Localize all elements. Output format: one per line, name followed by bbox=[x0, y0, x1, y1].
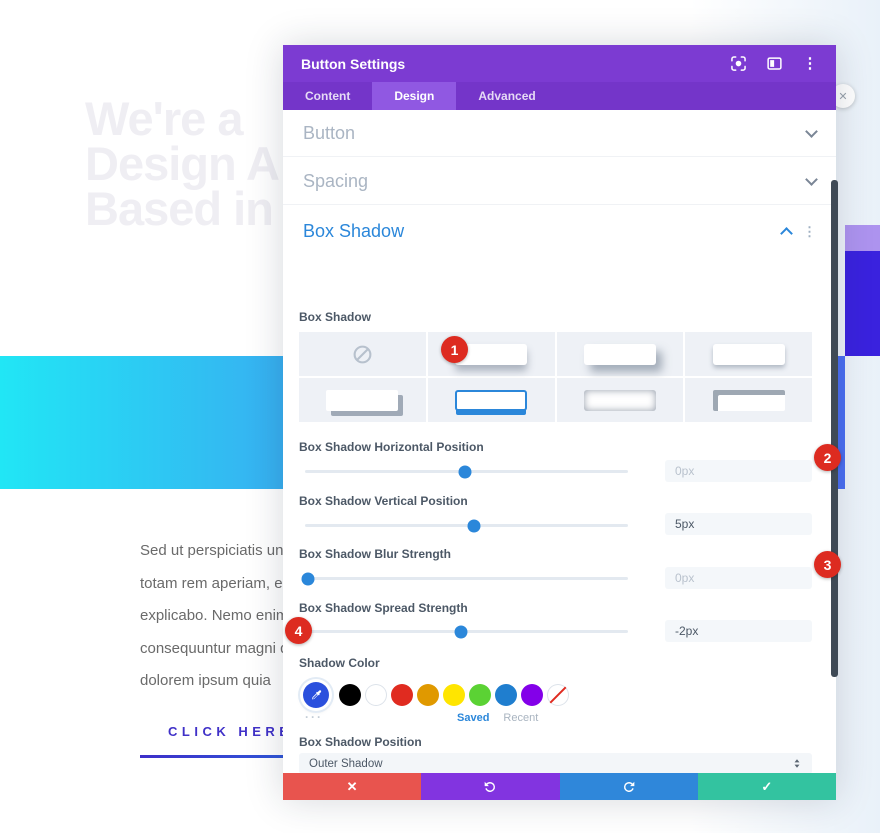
swatch-blue[interactable] bbox=[495, 684, 517, 706]
page-paragraph: Sed ut perspiciatis unde totam rem aperi… bbox=[140, 535, 312, 698]
swatch-green[interactable] bbox=[469, 684, 491, 706]
modal-footer: ✕ ✓ bbox=[283, 773, 836, 800]
hero-heading: We're a Design A Based in bbox=[85, 92, 280, 235]
modal-title: Button Settings bbox=[301, 55, 406, 72]
focus-icon[interactable] bbox=[730, 56, 746, 72]
section-spacing-title: Spacing bbox=[303, 170, 369, 191]
swatch-black[interactable] bbox=[339, 684, 361, 706]
box-shadow-position-select[interactable]: Outer Shadow bbox=[299, 753, 812, 773]
select-value: Outer Shadow bbox=[309, 757, 383, 770]
horizontal-position-slider[interactable] bbox=[305, 465, 628, 478]
swatch-yellow[interactable] bbox=[443, 684, 465, 706]
slider-thumb[interactable] bbox=[467, 519, 481, 532]
swatch-transparent[interactable] bbox=[547, 684, 569, 706]
redo-icon bbox=[623, 781, 634, 792]
split-view-icon[interactable] bbox=[766, 56, 782, 72]
color-picker-button[interactable] bbox=[303, 682, 329, 708]
section-button-title: Button bbox=[303, 122, 356, 143]
paragraph-line: explicabo. Nemo enim ips bbox=[140, 607, 312, 624]
swatch-orange[interactable] bbox=[417, 684, 439, 706]
page-lilac-block bbox=[845, 225, 880, 251]
save-button[interactable]: ✓ bbox=[697, 773, 836, 800]
undo-icon bbox=[485, 781, 496, 792]
modal-header: Button Settings ⋮ bbox=[283, 45, 836, 82]
stepper-arrows-icon bbox=[794, 759, 800, 768]
box-shadow-field-label: Box Shadow bbox=[299, 310, 372, 324]
annotation-badge-3: 3 bbox=[814, 551, 841, 578]
shadow-color-label: Shadow Color bbox=[299, 656, 380, 670]
close-icon: ✕ bbox=[838, 90, 848, 103]
horizontal-position-value[interactable]: 0px bbox=[665, 460, 812, 482]
click-here-underline bbox=[140, 755, 283, 758]
more-colors-button[interactable]: ··· bbox=[305, 710, 323, 724]
slider-thumb[interactable] bbox=[458, 465, 472, 478]
discard-button[interactable]: ✕ bbox=[283, 773, 422, 800]
page-indigo-block bbox=[845, 251, 880, 356]
annotation-badge-1: 1 bbox=[441, 336, 468, 363]
hero-heading-line: We're a bbox=[85, 92, 243, 145]
paragraph-line: Sed ut perspiciatis unde bbox=[140, 542, 301, 559]
check-icon: ✓ bbox=[761, 778, 773, 794]
box-shadow-position-label: Box Shadow Position bbox=[299, 735, 422, 749]
paragraph-line: dolorem ipsum quia bbox=[140, 672, 271, 689]
modal-tabs: Content Design Advanced bbox=[283, 82, 836, 110]
eyedropper-icon bbox=[311, 689, 321, 699]
preset-inner-hard[interactable] bbox=[685, 378, 812, 422]
swatch-white[interactable] bbox=[365, 684, 387, 706]
box-shadow-presets bbox=[299, 332, 812, 422]
blur-strength-slider[interactable] bbox=[301, 572, 628, 585]
slider-label-horizontal: Box Shadow Horizontal Position bbox=[299, 440, 484, 454]
preset-none[interactable] bbox=[299, 332, 426, 376]
section-button[interactable]: Button bbox=[283, 110, 836, 157]
none-icon bbox=[353, 345, 372, 363]
blur-strength-value[interactable]: 0px bbox=[665, 567, 812, 589]
slider-thumb[interactable] bbox=[454, 625, 468, 638]
tab-advanced[interactable]: Advanced bbox=[478, 89, 536, 103]
chevron-up-icon bbox=[780, 227, 793, 240]
swatch-purple[interactable] bbox=[521, 684, 543, 706]
swatch-red[interactable] bbox=[391, 684, 413, 706]
annotation-badge-4: 4 bbox=[285, 617, 312, 644]
color-swatches bbox=[339, 684, 569, 706]
vertical-position-value[interactable]: 5px bbox=[665, 513, 812, 535]
undo-button[interactable] bbox=[421, 773, 560, 800]
tab-design[interactable]: Design bbox=[372, 82, 457, 110]
slider-label-vertical: Box Shadow Vertical Position bbox=[299, 494, 468, 508]
section-box-shadow-title: Box Shadow bbox=[303, 221, 405, 241]
section-kebab-icon[interactable]: ⋮ bbox=[803, 223, 816, 239]
hero-heading-line: Based in bbox=[85, 182, 274, 235]
slider-label-blur: Box Shadow Blur Strength bbox=[299, 547, 452, 561]
preset-hard-shadow[interactable] bbox=[299, 378, 426, 422]
tab-content[interactable]: Content bbox=[305, 89, 351, 103]
annotation-badge-2: 2 bbox=[814, 444, 841, 471]
close-icon: ✕ bbox=[346, 778, 358, 794]
kebab-menu-icon[interactable]: ⋮ bbox=[802, 54, 818, 72]
section-spacing[interactable]: Spacing bbox=[283, 158, 836, 205]
paragraph-line: totam rem aperiam, eaqu bbox=[140, 574, 308, 592]
paragraph-line: consequuntur magni dolo bbox=[140, 639, 309, 657]
preset-inner-glow[interactable] bbox=[556, 378, 684, 422]
recent-colors-tab[interactable]: Recent bbox=[503, 712, 539, 724]
chevron-down-icon bbox=[805, 124, 818, 138]
section-box-shadow[interactable]: Box Shadow ⋮ bbox=[283, 208, 836, 255]
button-settings-modal: Button Settings ⋮ bbox=[283, 45, 836, 800]
builder-scrollbar[interactable] bbox=[831, 180, 838, 677]
modal-body: Button Spacing Box Shadow ⋮ Box Shadow bbox=[283, 110, 836, 773]
spread-strength-slider[interactable] bbox=[305, 625, 628, 638]
vertical-position-slider[interactable] bbox=[305, 519, 628, 532]
hero-heading-line: Design A bbox=[85, 137, 280, 190]
redo-button[interactable] bbox=[559, 773, 698, 800]
spread-strength-value[interactable]: -2px bbox=[665, 620, 812, 642]
chevron-down-icon bbox=[805, 172, 818, 186]
preset-underline-shadow-selected[interactable] bbox=[427, 378, 555, 422]
saved-colors-tab[interactable]: Saved bbox=[457, 712, 490, 724]
slider-label-spread: Box Shadow Spread Strength bbox=[299, 601, 468, 615]
preset-offset-shadow[interactable] bbox=[556, 332, 684, 376]
slider-thumb[interactable] bbox=[301, 572, 315, 585]
preset-small-shadow[interactable] bbox=[685, 332, 812, 376]
click-here-link[interactable]: CLICK HERE bbox=[168, 724, 293, 739]
